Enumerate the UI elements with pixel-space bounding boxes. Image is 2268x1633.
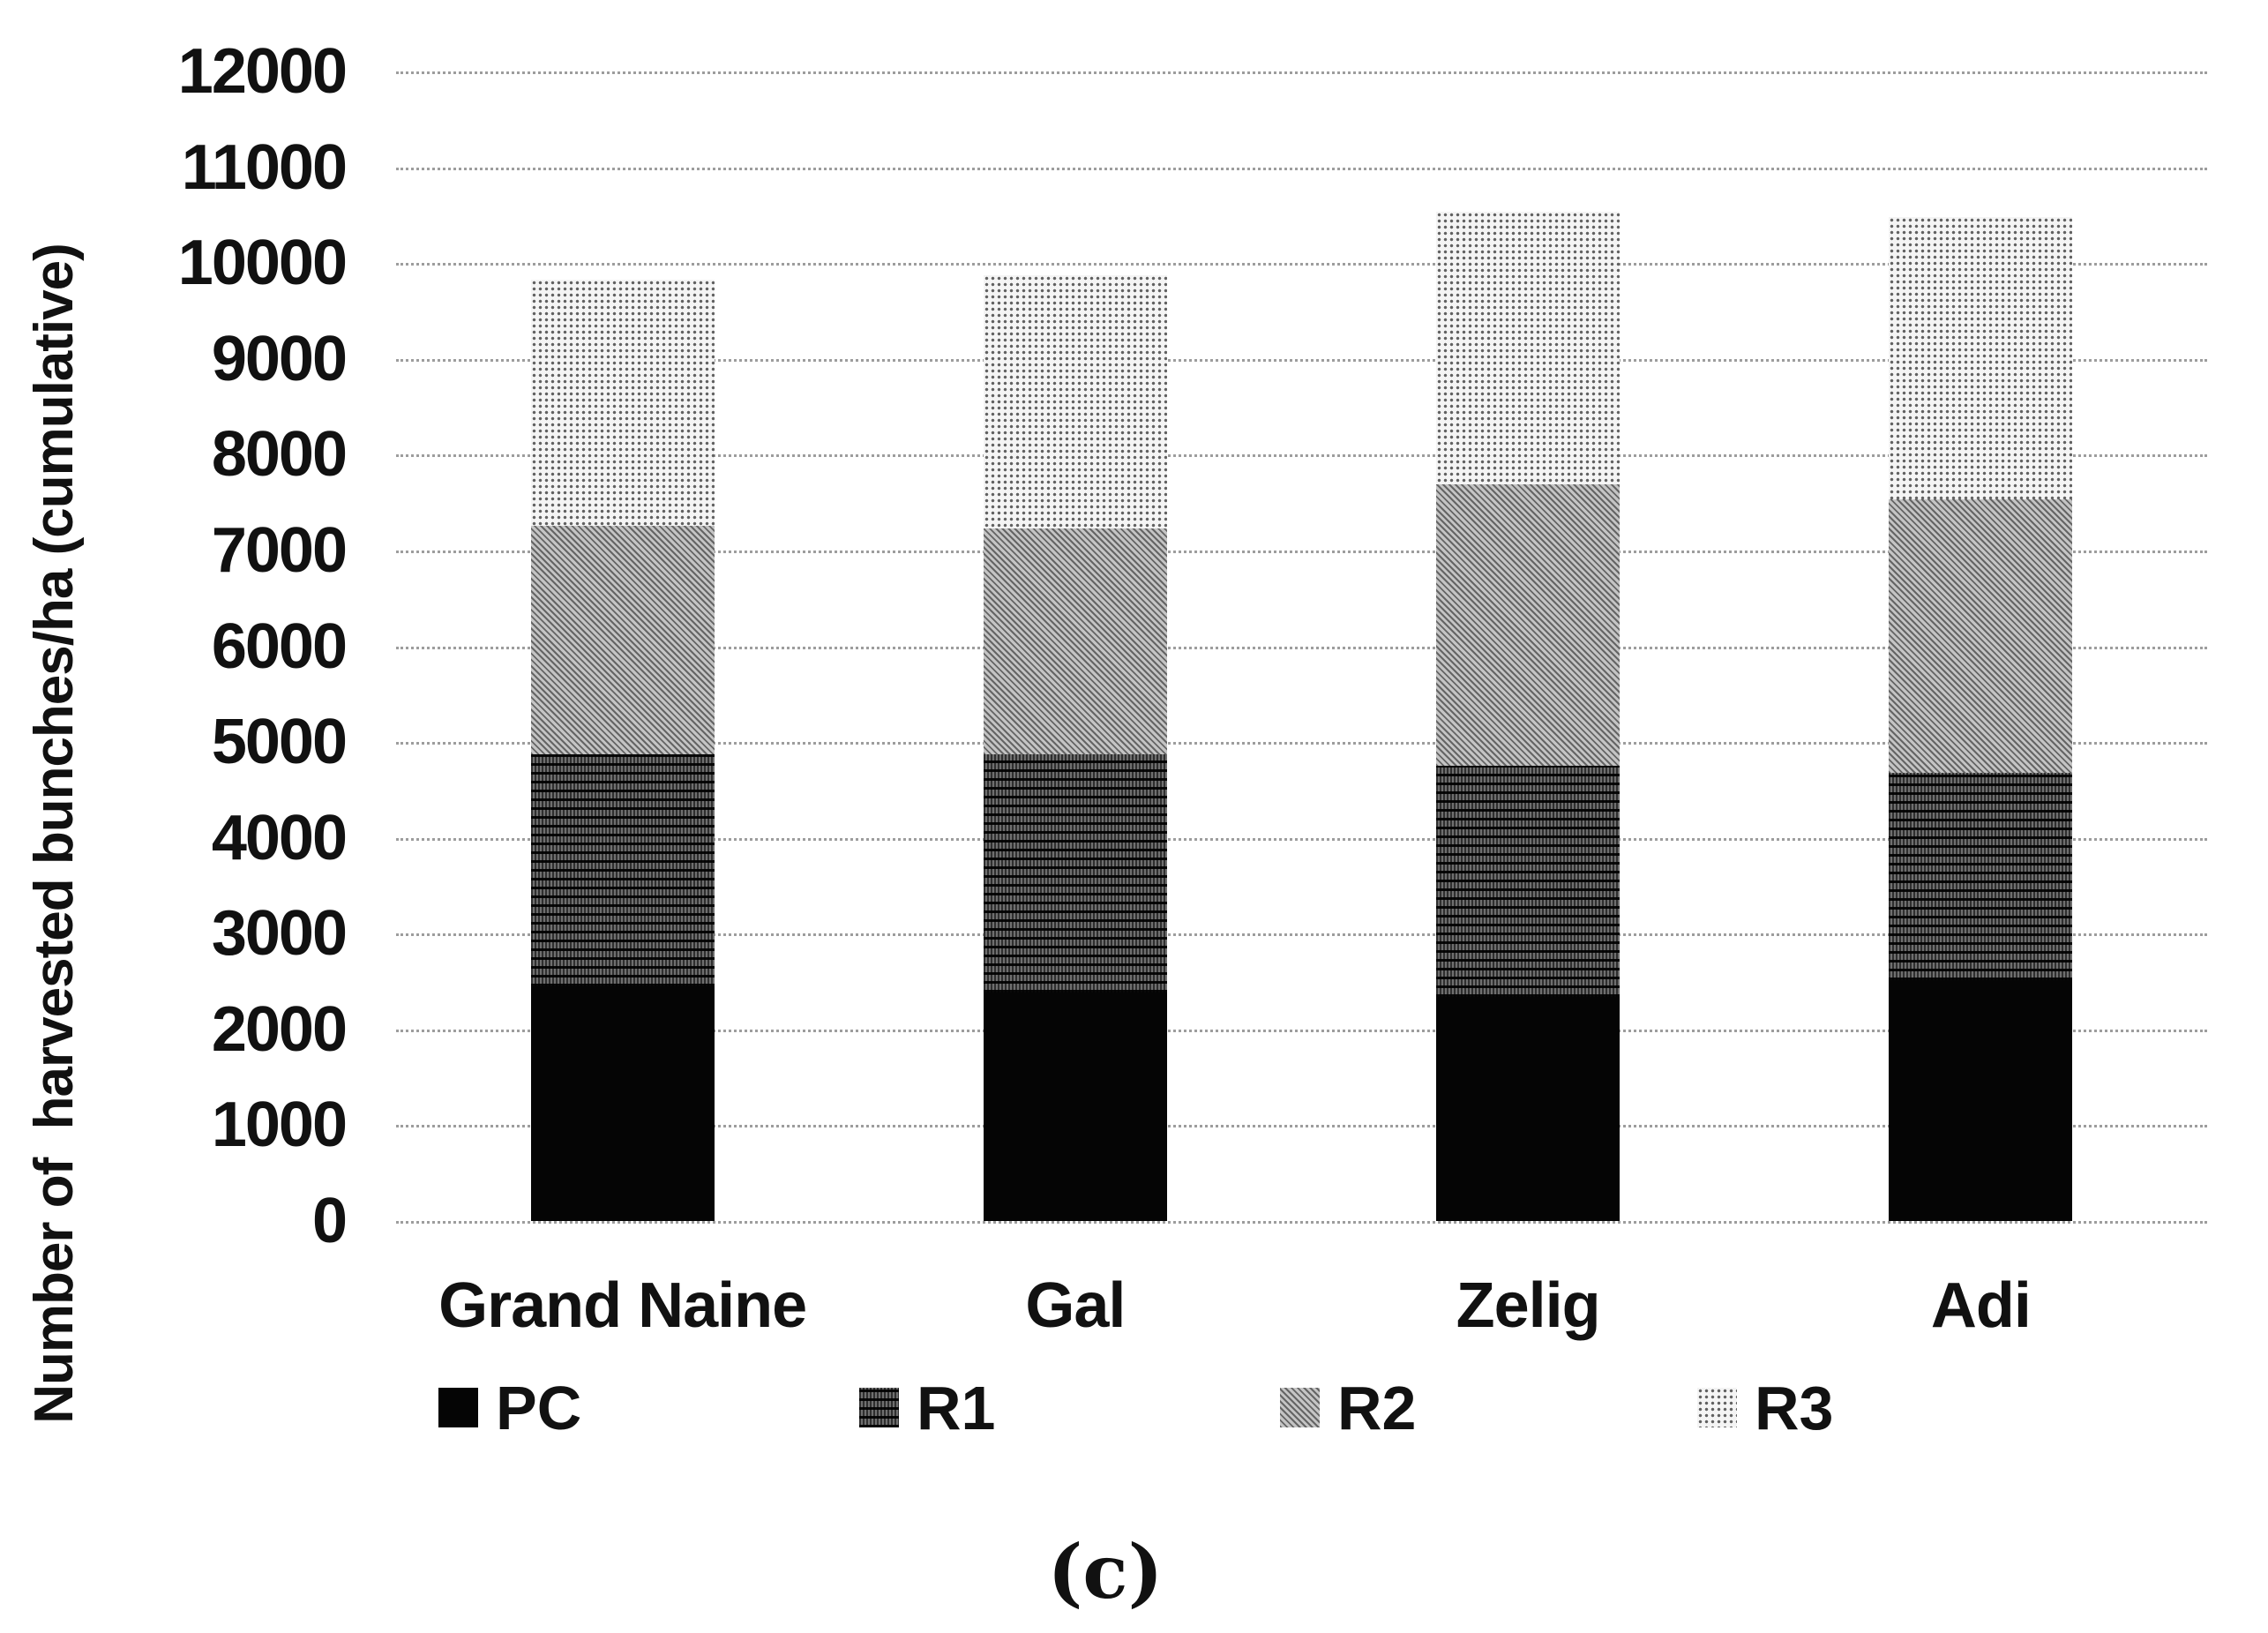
gridline-10000 xyxy=(396,263,2207,266)
y-tick-label: 5000 xyxy=(211,707,348,778)
legend-label: PC xyxy=(496,1374,582,1442)
gridline-5000 xyxy=(396,742,2207,745)
gridline-0 xyxy=(396,1221,2207,1224)
bar-segment-r1-3 xyxy=(1436,766,1621,997)
legend-swatch-pc xyxy=(438,1388,478,1427)
gridline-3000 xyxy=(396,933,2207,937)
y-tick-label: 11000 xyxy=(181,131,348,203)
y-tick-label: 9000 xyxy=(211,323,348,394)
bar-segment-pc-3 xyxy=(1436,996,1621,1221)
y-tick-label: 1000 xyxy=(211,1090,348,1161)
y-tick-label: 12000 xyxy=(177,36,348,107)
bar-segment-pc-1 xyxy=(530,985,715,1221)
y-tick-label: 7000 xyxy=(211,514,348,586)
bar-segment-r2-4 xyxy=(1889,499,2073,773)
y-tick-label: 8000 xyxy=(211,419,348,491)
gridline-12000 xyxy=(396,71,2207,74)
legend-label: R3 xyxy=(1755,1374,1834,1442)
legend-swatch-r1 xyxy=(859,1388,899,1427)
bar-segment-pc-2 xyxy=(983,992,1167,1221)
y-tick-label: 3000 xyxy=(211,898,348,970)
gridline-7000 xyxy=(396,550,2207,553)
gridline-4000 xyxy=(396,837,2207,841)
legend-swatch-r2 xyxy=(1280,1388,1320,1427)
gridline-1000 xyxy=(396,1125,2207,1128)
legend-label: R1 xyxy=(917,1374,996,1442)
bar-segment-r3-2 xyxy=(983,275,1167,528)
bar-segment-r3-4 xyxy=(1889,217,2073,500)
bar-segment-r1-4 xyxy=(1889,772,2073,981)
legend-label: R2 xyxy=(1337,1374,1417,1442)
bar-segment-r2-3 xyxy=(1436,484,1621,767)
y-tick-label: 10000 xyxy=(177,228,348,299)
gridline-9000 xyxy=(396,358,2207,362)
gridline-2000 xyxy=(396,1029,2207,1032)
legend-swatch-r3 xyxy=(1697,1388,1737,1427)
x-category-label: Zelig xyxy=(1456,1270,1601,1341)
y-tick-label: 0 xyxy=(311,1186,348,1256)
gridline-8000 xyxy=(396,454,2207,458)
gridline-11000 xyxy=(396,167,2207,170)
x-category-label: Grand Naine xyxy=(438,1270,807,1341)
bar-segment-r3-3 xyxy=(1436,211,1621,484)
x-category-label: Adi xyxy=(1930,1270,2032,1341)
bar-segment-pc-4 xyxy=(1889,980,2073,1221)
bar-segment-r1-2 xyxy=(983,754,1167,993)
y-tick-label: 6000 xyxy=(211,611,348,682)
plot-area xyxy=(396,71,2207,1224)
bar-segment-r1-1 xyxy=(530,754,715,986)
bar-segment-r2-1 xyxy=(530,525,715,755)
y-tick-label: 2000 xyxy=(211,993,348,1065)
x-category-label: Gal xyxy=(1025,1270,1126,1341)
bar-segment-r2-2 xyxy=(983,528,1167,755)
gridline-6000 xyxy=(396,646,2207,649)
figure-caption: (c) xyxy=(1047,1528,1164,1615)
bar-segment-r3-1 xyxy=(530,279,715,526)
y-tick-label: 4000 xyxy=(211,802,348,873)
